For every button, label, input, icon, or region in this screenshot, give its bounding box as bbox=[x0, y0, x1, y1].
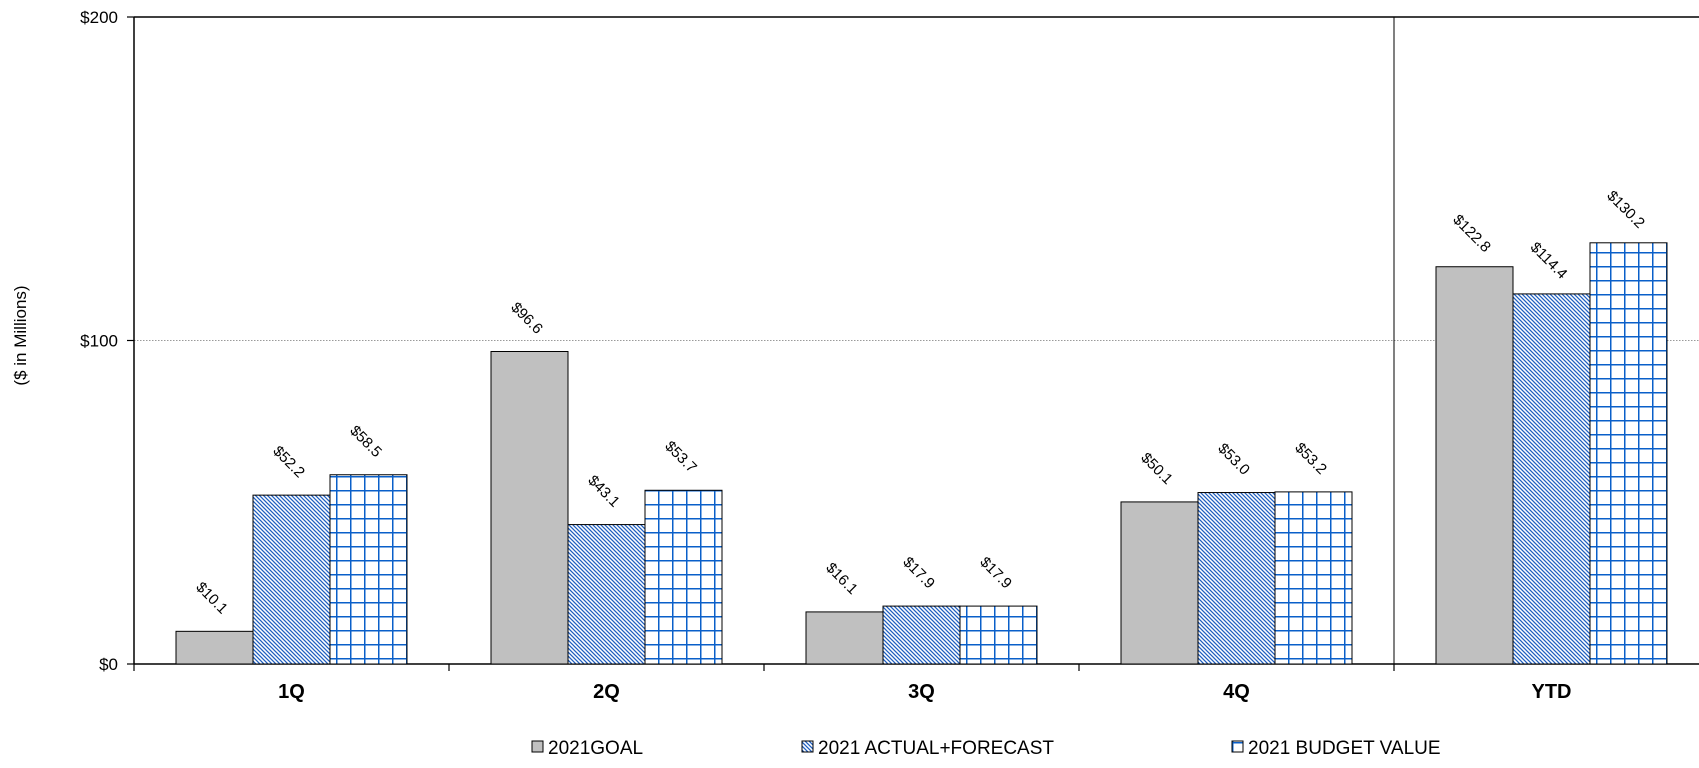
plot-area: $0 $100 $200 ($ in Millions) 1Q 2Q 3Q 4Q YTD bbox=[11, 8, 1699, 703]
data-label: $130.2 bbox=[1603, 187, 1647, 231]
legend-swatch bbox=[1231, 740, 1244, 753]
bar bbox=[252, 494, 331, 665]
x-category-label: 4Q bbox=[1223, 681, 1250, 703]
legend-label: 2021GOAL bbox=[548, 738, 643, 759]
x-category-label: YTD bbox=[1532, 681, 1572, 703]
bar bbox=[1120, 501, 1199, 665]
legend-swatch bbox=[531, 740, 544, 753]
x-category-label: 3Q bbox=[908, 681, 935, 703]
y-tick-label: $200 bbox=[80, 8, 118, 27]
data-label: $96.6 bbox=[507, 299, 546, 338]
data-label: $53.2 bbox=[1291, 439, 1330, 478]
data-labels: $10.1 $52.2 $58.5 $96.6 $43.1 $53.7 $16.1 $17.9… bbox=[192, 187, 1648, 617]
bar bbox=[644, 489, 723, 665]
bar bbox=[1512, 293, 1591, 665]
bar bbox=[1197, 492, 1276, 665]
bar bbox=[1589, 242, 1668, 665]
data-label: $16.1 bbox=[822, 559, 861, 598]
data-label: $17.9 bbox=[976, 554, 1015, 593]
data-label: $50.1 bbox=[1137, 449, 1176, 488]
data-label: $10.1 bbox=[192, 579, 231, 618]
legend-swatch bbox=[801, 740, 814, 753]
data-label: $58.5 bbox=[346, 422, 385, 461]
y-tick-label: $100 bbox=[80, 332, 118, 351]
data-label: $53.7 bbox=[661, 438, 700, 477]
bar bbox=[805, 611, 884, 665]
data-label: $122.8 bbox=[1449, 211, 1493, 255]
legend: 2021GOAL 2021 ACTUAL+FORECAST 2021 BUDGET … bbox=[531, 738, 1441, 759]
y-tick-label: $0 bbox=[99, 655, 118, 674]
bar bbox=[329, 474, 408, 665]
y-axis-title: ($ in Millions) bbox=[11, 285, 30, 385]
data-label: $43.1 bbox=[584, 472, 623, 511]
legend-label: 2021 BUDGET VALUE bbox=[1248, 738, 1441, 759]
data-label: $17.9 bbox=[899, 554, 938, 593]
bar bbox=[1435, 266, 1514, 665]
data-label: $114.4 bbox=[1527, 239, 1571, 283]
bar bbox=[490, 350, 569, 665]
bar bbox=[882, 605, 961, 665]
bar bbox=[567, 524, 646, 665]
data-label: $52.2 bbox=[269, 443, 308, 482]
legend-label: 2021 ACTUAL+FORECAST bbox=[818, 738, 1054, 759]
bar bbox=[1274, 491, 1353, 665]
data-label: $53.0 bbox=[1214, 440, 1253, 479]
x-category-label: 1Q bbox=[278, 681, 305, 703]
x-category-label: 2Q bbox=[593, 681, 620, 703]
bar bbox=[959, 605, 1038, 665]
bar bbox=[175, 630, 254, 665]
